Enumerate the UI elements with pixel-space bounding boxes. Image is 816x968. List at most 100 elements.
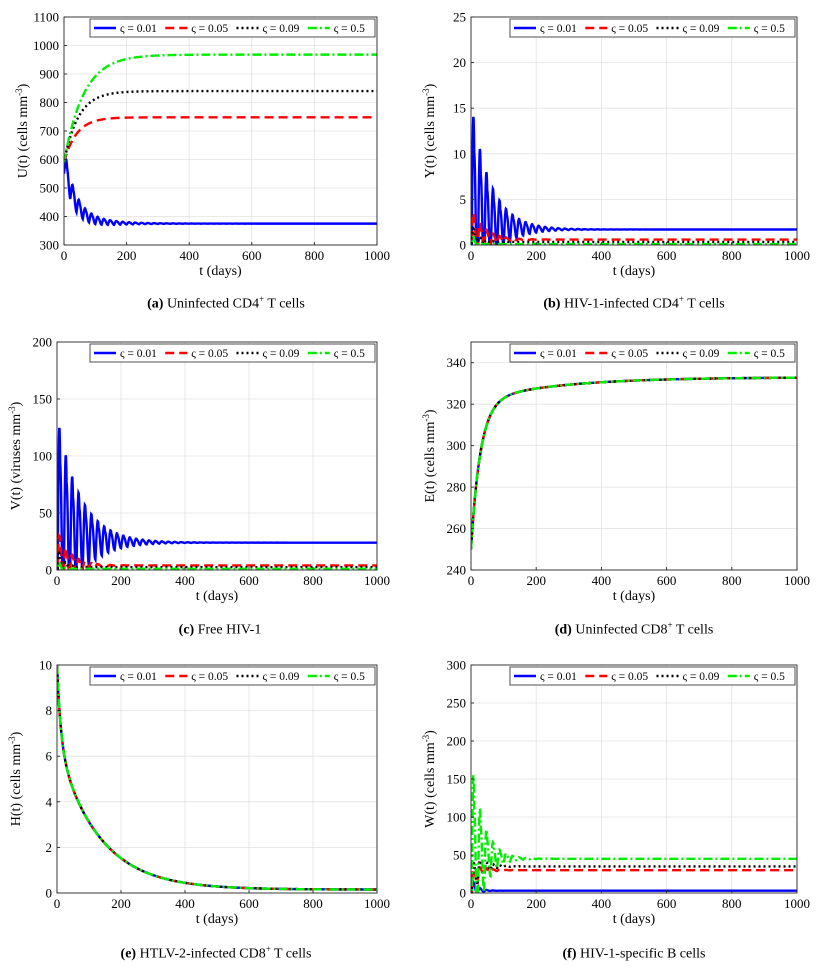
ylabel-b: Y(t) (cells mm-3) [421,83,438,178]
legend-label-a-3: ς = 0.5 [334,23,365,35]
ytick-label-e-0: 0 [46,886,53,901]
series-b-3 [471,235,797,245]
legend-label-e-2: ς = 0.09 [263,671,300,683]
ytick-label-a-700: 700 [40,124,60,139]
series-d-0 [471,376,797,550]
series-f-0 [471,880,797,893]
ytick-label-f-100: 100 [447,810,467,825]
legend-label-b-3: ς = 0.5 [754,23,785,35]
ytick-label-b-20: 20 [453,55,466,70]
xtick-label-d-400: 400 [592,573,612,588]
xtick-label-d-1000: 1000 [784,573,810,588]
xlabel-f: t (days) [613,912,656,927]
ylabel-d: E(t) (cells mm-3) [421,409,438,502]
series-d-2 [471,376,797,550]
ytick-label-b-25: 25 [453,10,466,25]
series-b-0 [471,116,797,245]
xtick-label-f-600: 600 [657,896,677,911]
ytick-label-f-250: 250 [447,696,467,711]
legend-label-c-2: ς = 0.09 [263,348,300,360]
legend-label-a-2: ς = 0.09 [263,23,300,35]
ytick-label-c-50: 50 [39,506,52,521]
xtick-label-b-400: 400 [592,248,612,263]
xtick-label-b-600: 600 [657,248,677,263]
xtick-label-e-1000: 1000 [364,896,390,911]
ylabel-a: U(t) (cells mm-3) [14,83,31,178]
chart-a: 0 200 400 600 800 1000 300 400 500 600 700 800 900 10… [14,10,390,280]
legend-label-f-2: ς = 0.09 [683,671,720,683]
caption-b: (b) HIV-1-infected CD4+ T cells [543,294,725,312]
caption-c: (c) Free HIV-1 [178,622,262,638]
series-c-1 [57,532,377,570]
ytick-label-d-300: 300 [447,438,467,453]
legend-label-d-2: ς = 0.09 [683,348,720,360]
xtick-label-f-1000: 1000 [784,896,810,911]
ytick-label-d-260: 260 [447,521,467,536]
chart-d: 0 200 400 600 800 1000 240 260 280 300 320 340 t (da… [421,341,810,604]
ytick-label-f-0: 0 [460,886,467,901]
legend-label-f-3: ς = 0.5 [754,671,785,683]
caption-e: (e) HTLV-2-infected CD8+ T cells [120,944,312,962]
series-a-0 [64,157,377,227]
series-a-1 [64,116,377,163]
xtick-label-a-400: 400 [179,248,199,263]
ytick-label-a-1000: 1000 [33,38,59,53]
ytick-label-b-5: 5 [460,192,467,207]
series-c-0 [57,427,377,570]
legend-b [509,18,796,38]
legend-a [89,18,376,38]
ytick-label-c-200: 200 [33,335,53,350]
xtick-label-a-1000: 1000 [364,248,390,263]
ytick-label-f-200: 200 [447,734,467,749]
ytick-label-a-800: 800 [40,95,60,110]
xtick-label-f-0: 0 [468,896,475,911]
ytick-label-d-320: 320 [447,397,467,412]
xtick-label-c-400: 400 [175,573,195,588]
series-f-3 [471,775,797,893]
xtick-label-a-200: 200 [117,248,137,263]
xlabel-d: t (days) [613,589,656,604]
ytick-label-e-2: 2 [46,840,53,855]
xtick-label-c-0: 0 [54,573,61,588]
caption-f: (f) HIV-1-specific B cells [562,946,706,962]
ytick-label-b-15: 15 [453,101,466,116]
legend-label-f-1: ς = 0.05 [611,671,648,683]
ylabel-f: W(t) (cells mm-3) [421,730,438,828]
legend-label-d-1: ς = 0.05 [611,348,648,360]
ytick-label-f-300: 300 [447,658,467,673]
xtick-label-e-200: 200 [111,896,131,911]
xtick-label-d-0: 0 [468,573,475,588]
axes-frame-b [470,16,798,246]
legend-label-e-3: ς = 0.5 [334,671,365,683]
legend-f [509,666,796,686]
chart-e: 0 200 400 600 800 1000 0 2 4 6 8 10 t (days) H(t) (ce… [7,658,390,928]
legend-label-d-3: ς = 0.5 [754,348,785,360]
xtick-label-a-800: 800 [305,248,325,263]
legend-label-c-0: ς = 0.01 [120,348,157,360]
ytick-label-f-150: 150 [447,772,467,787]
legend-e [89,666,376,686]
legend-label-a-0: ς = 0.01 [120,23,157,35]
xtick-label-b-800: 800 [722,248,742,263]
chart-b: 0 200 400 600 800 1000 0 5 10 15 20 25 t (days) Y(t) … [421,10,810,280]
series-e-1 [57,665,377,891]
xtick-label-d-200: 200 [526,573,546,588]
xtick-label-c-600: 600 [239,573,259,588]
series-f-2 [471,858,797,893]
legend-label-b-0: ς = 0.01 [540,23,577,35]
ytick-label-e-6: 6 [46,749,53,764]
series-b-1 [471,209,797,245]
xtick-label-e-600: 600 [239,896,259,911]
xtick-label-a-0: 0 [61,248,68,263]
xtick-label-f-800: 800 [722,896,742,911]
legend-label-b-2: ς = 0.09 [683,23,720,35]
ytick-label-d-280: 280 [447,480,467,495]
ytick-label-c-100: 100 [33,449,53,464]
xtick-label-d-600: 600 [657,573,677,588]
legend-label-c-1: ς = 0.05 [191,348,228,360]
xlabel-b: t (days) [613,264,656,279]
chart-c: 0 200 400 600 800 1000 0 50 100 150 200 t (days) V(t… [7,335,390,605]
ylabel-e: H(t) (cells mm-3) [7,731,24,826]
ytick-label-d-240: 240 [447,563,467,578]
series-d-1 [471,376,797,550]
